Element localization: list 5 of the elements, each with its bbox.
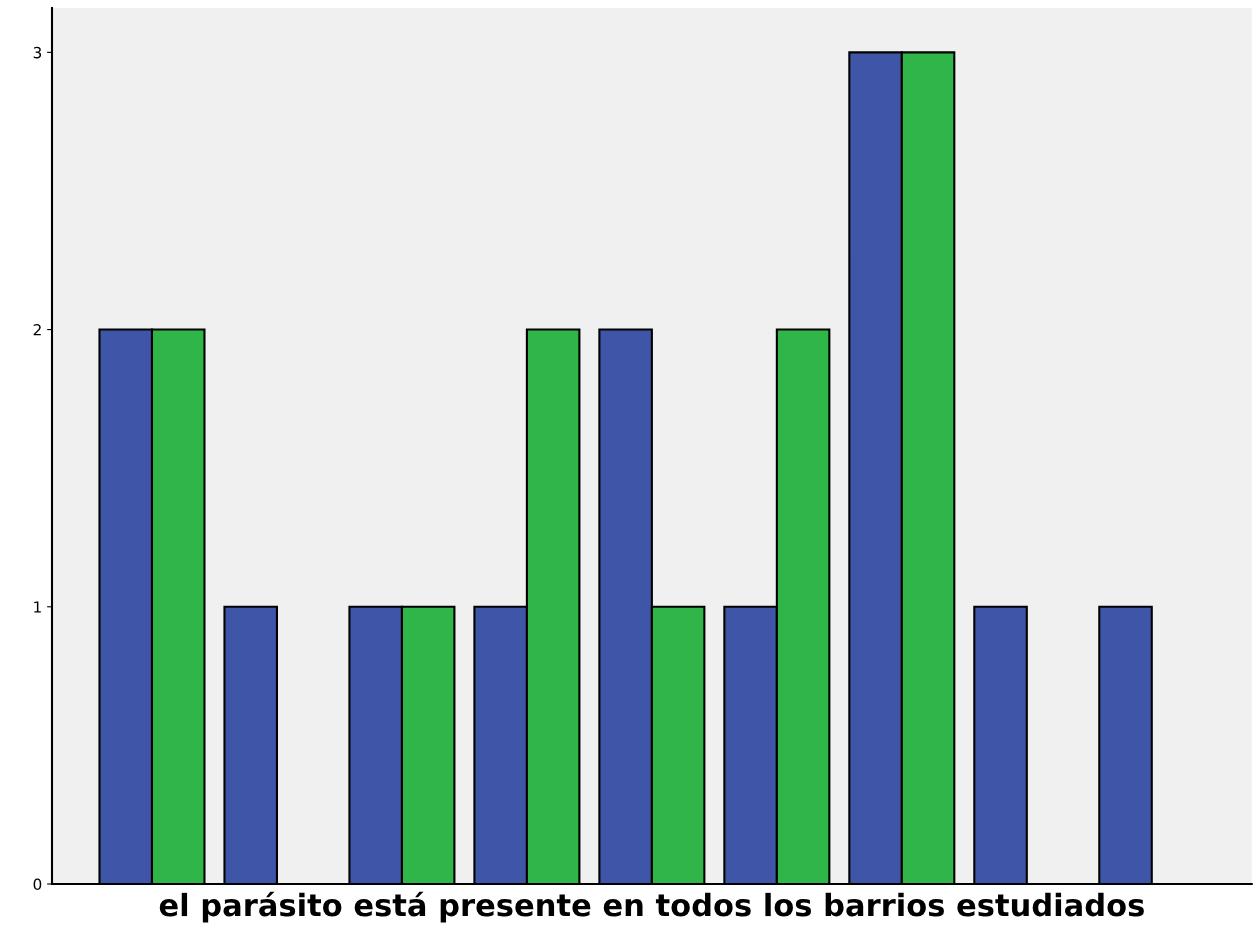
y-tick-label: 2 <box>33 324 41 336</box>
y-tick-label: 3 <box>33 46 42 59</box>
x-axis-title: el parásito está presente en todos los barrios estudiados <box>159 891 1144 923</box>
y-tick-label: 1 <box>34 601 41 613</box>
y-tick-label: 0 <box>33 878 42 891</box>
